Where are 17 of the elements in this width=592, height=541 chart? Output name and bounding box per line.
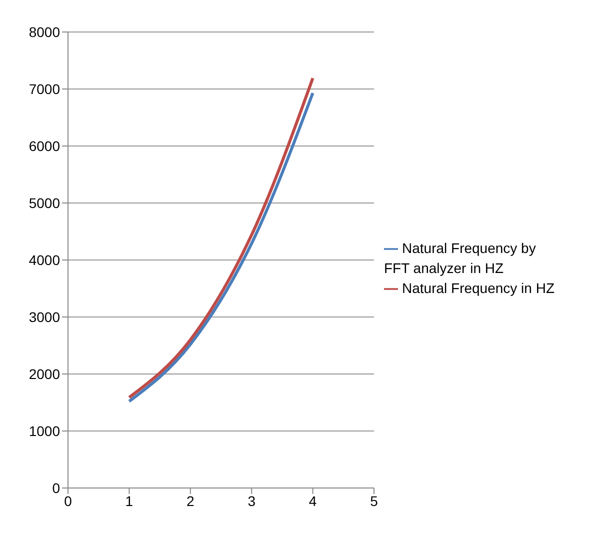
x-tick-label: 0 [64,492,72,509]
x-tick-label: 4 [308,492,317,509]
x-tick-label: 3 [248,492,256,509]
x-tick-label: 2 [186,492,194,509]
y-tick-label: 5000 [28,194,60,211]
y-tick-label: 4000 [28,252,60,268]
y-tick-label: 2000 [28,366,60,382]
x-tick-label: 1 [125,492,134,509]
y-tick-label: 3000 [28,308,60,325]
y-tick-label: 0 [52,480,60,496]
legend-label: Natural Frequency in HZ [402,280,555,296]
y-tick-label: 8000 [28,24,60,40]
y-tick-label: 6000 [28,138,60,154]
x-tick-label: 5 [370,492,378,509]
y-tick-label: 1000 [28,422,60,439]
y-tick-label: 7000 [28,80,60,97]
legend-label: Natural Frequency by FFT analyzer in HZ [384,240,536,276]
